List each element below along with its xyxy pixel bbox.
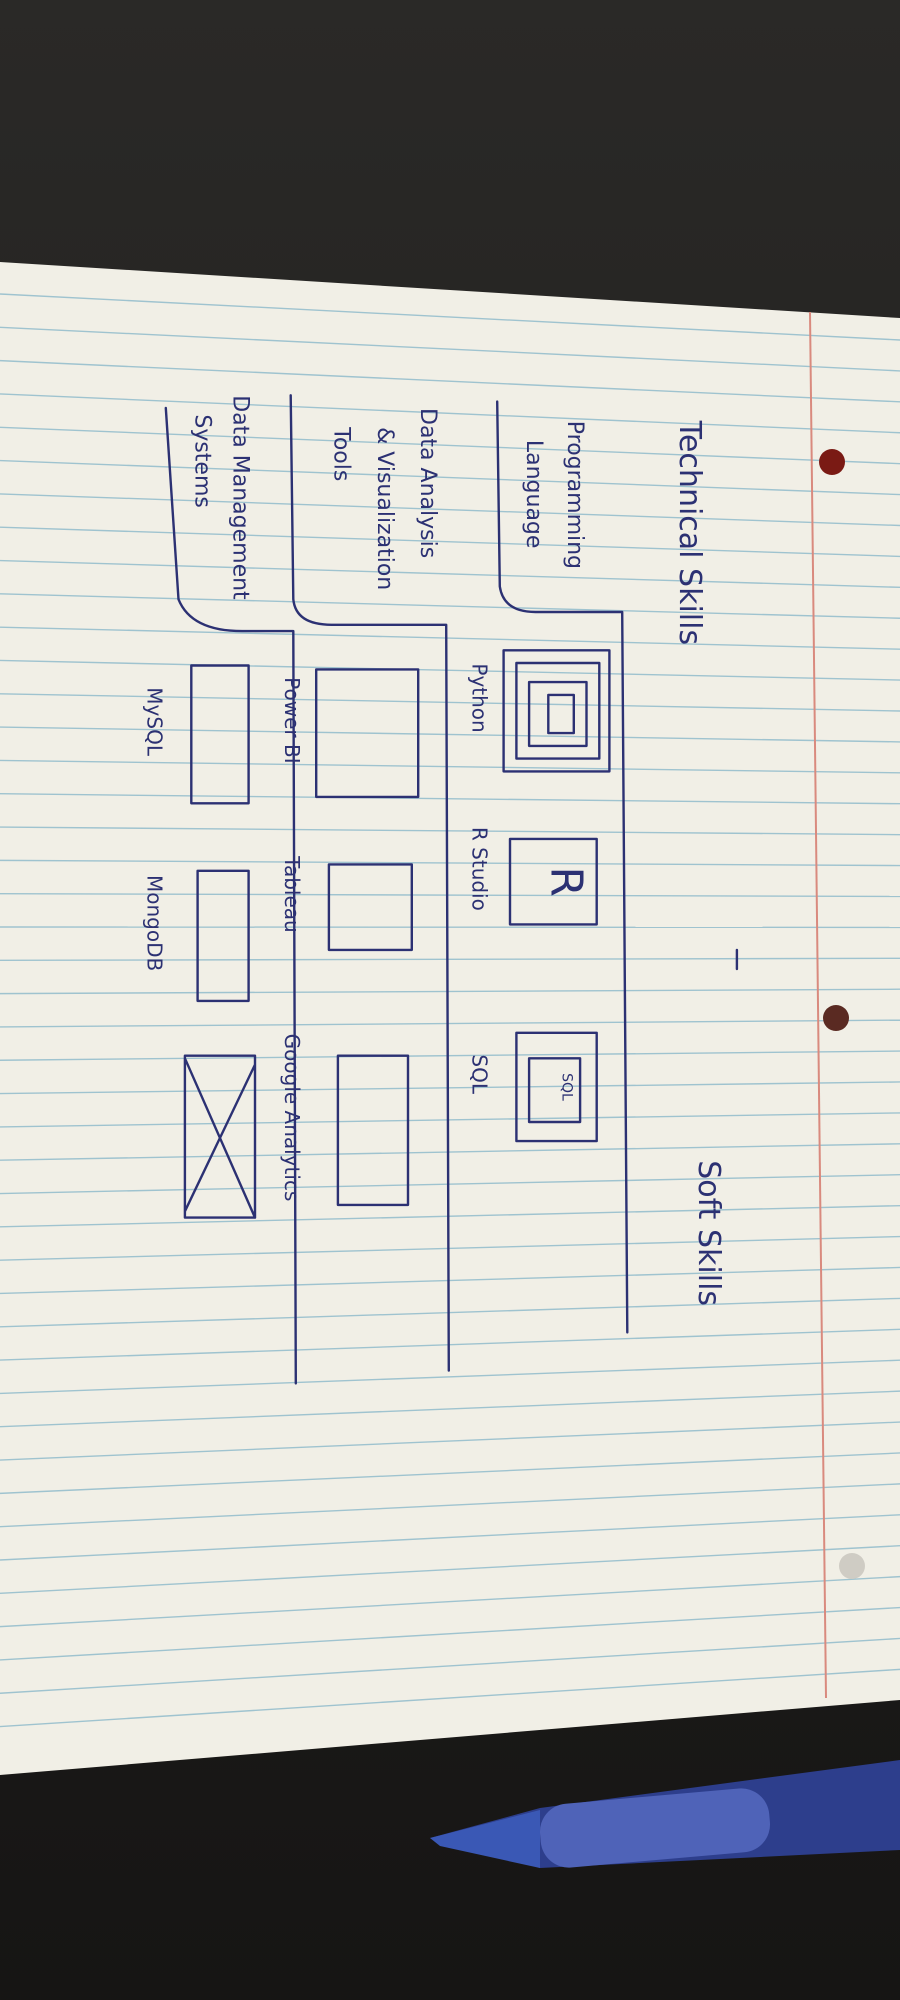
ruled-line <box>0 1266 900 1295</box>
ruled-line <box>0 626 900 650</box>
icon-box <box>515 1031 598 1143</box>
ruled-line <box>0 988 900 995</box>
ruled-line <box>0 1514 900 1561</box>
ruled-line <box>0 759 900 774</box>
ruled-line <box>0 659 900 681</box>
ruled-line <box>0 459 900 496</box>
handwritten-text: Tools <box>328 426 353 481</box>
crossed-placeholder <box>183 1054 257 1219</box>
handwritten-text: & Visualization <box>372 427 397 590</box>
section-border <box>496 400 629 1334</box>
ruled-line <box>0 493 900 527</box>
handwritten-text: SQL <box>559 1073 575 1101</box>
ruled-line <box>0 1328 900 1361</box>
handwritten-text: Data Analysis <box>415 408 440 558</box>
ruled-line <box>0 1297 900 1328</box>
ruled-line <box>0 1019 900 1028</box>
handwritten-text: Soft Skills <box>691 1160 726 1306</box>
handwritten-text: Google Analytics <box>280 1034 304 1202</box>
ruled-line <box>0 1390 900 1428</box>
python-icon <box>515 661 601 760</box>
icon-box <box>315 668 420 799</box>
handwritten-text: Programming <box>562 421 587 569</box>
ruled-line <box>0 957 900 962</box>
punch-hole <box>839 1553 865 1579</box>
ruled-line <box>0 1668 900 1728</box>
ruled-line <box>0 793 900 805</box>
ruled-line <box>0 1204 900 1228</box>
handwritten-text: Systems <box>189 414 214 508</box>
ruled-line <box>0 1112 900 1128</box>
punch-hole <box>823 1005 849 1031</box>
ruled-line <box>0 326 900 372</box>
icon-box <box>336 1054 410 1207</box>
handwritten-text: MongoDB <box>143 875 167 971</box>
icon-box <box>327 863 413 952</box>
ruled-line <box>0 359 900 403</box>
ruled-line <box>0 559 900 589</box>
icon-box <box>508 837 598 926</box>
handwritten-text: MySQL <box>143 687 167 757</box>
ruled-line <box>0 892 900 898</box>
punch-hole <box>819 449 845 475</box>
ruled-lines <box>0 293 900 1728</box>
paper <box>0 262 900 1775</box>
ruled-line <box>0 1421 900 1461</box>
ruled-line <box>0 1575 900 1628</box>
icon-box <box>502 649 611 773</box>
ruled-line <box>0 526 900 558</box>
wireframe-sketch: Technical Skills Soft Skills Programming La… <box>143 394 739 1385</box>
ruled-line <box>0 293 900 341</box>
handwritten-text: SQL <box>468 1054 492 1094</box>
ruled-line <box>0 1174 900 1195</box>
ruled-line <box>0 1545 900 1595</box>
ruled-line <box>0 426 900 465</box>
ruled-line <box>0 1235 900 1261</box>
handwritten-text: Power BI <box>280 677 304 763</box>
ruled-line <box>0 1050 900 1061</box>
handwritten-text: Python <box>468 663 492 732</box>
ruled-line <box>0 1606 900 1661</box>
icon-box <box>196 869 250 1003</box>
icon-box <box>190 664 250 805</box>
handwritten-text: R Studio <box>468 827 492 911</box>
ruled-line <box>0 826 900 836</box>
ruled-line <box>0 1637 900 1694</box>
ruled-line <box>0 1483 900 1528</box>
ruled-line <box>0 726 900 743</box>
ruled-line <box>0 859 900 867</box>
ruled-line <box>0 1143 900 1161</box>
ruled-line <box>0 1452 900 1495</box>
section-border <box>164 406 297 1385</box>
handwritten-text: Tableau <box>280 855 304 933</box>
ruled-line <box>0 693 900 712</box>
handwritten-text: Data Management <box>228 395 253 600</box>
ruled-line <box>0 1359 900 1395</box>
ruled-line <box>0 1081 900 1095</box>
handwritten-text: Technical Skills <box>672 420 707 645</box>
margin-line <box>809 311 827 1699</box>
ruled-line <box>0 593 900 619</box>
handwritten-text: R <box>541 866 592 897</box>
section-border <box>289 394 450 1372</box>
pen <box>430 1760 900 1868</box>
sql-icon <box>527 1057 582 1124</box>
ruled-line <box>0 393 900 434</box>
handwritten-text: Language <box>521 440 546 549</box>
